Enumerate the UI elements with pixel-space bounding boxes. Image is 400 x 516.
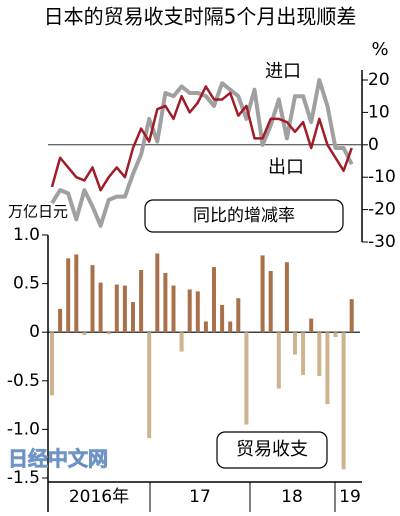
- bar: [203, 321, 208, 333]
- bar: [284, 262, 289, 333]
- bar: [220, 304, 225, 333]
- bar: [74, 254, 79, 333]
- bar: [131, 302, 135, 333]
- y-tick-label: 0: [368, 135, 379, 155]
- bar: [317, 332, 322, 376]
- bar: [50, 332, 54, 396]
- y-tick-label: 20: [368, 70, 390, 90]
- legend-label: 进口: [265, 61, 301, 82]
- y-axis-label: %: [371, 39, 388, 60]
- bar: [195, 291, 200, 333]
- annotation-box: [216, 431, 328, 469]
- y-tick-label: -0.5: [7, 371, 40, 391]
- bar: [341, 332, 346, 470]
- bar: [98, 282, 103, 333]
- annotation: 同比的增减率: [193, 206, 295, 226]
- bar: [147, 332, 152, 439]
- bar: [163, 272, 168, 333]
- bar: [349, 299, 354, 333]
- y-tick-label: -1.5: [7, 468, 40, 488]
- legend-label: 出口: [268, 157, 304, 178]
- x-tick-label: 2016年: [69, 487, 129, 507]
- bar: [276, 332, 281, 389]
- bar: [325, 332, 330, 405]
- x-tick-label: 18: [281, 487, 303, 507]
- y-tick-label: 0.5: [13, 274, 40, 294]
- bar: [179, 332, 184, 352]
- bar: [293, 332, 297, 355]
- bar: [309, 318, 314, 333]
- bar: [155, 253, 160, 333]
- bar: [106, 332, 111, 335]
- y-tick-label: -1.0: [7, 419, 40, 439]
- annotation-box: [144, 199, 344, 233]
- bar: [187, 289, 192, 333]
- x-tick-label: 17: [189, 487, 211, 507]
- chart-title: 日本的贸易收支时隔5个月出现顺差: [44, 5, 357, 29]
- y-tick-label: -30: [368, 232, 396, 252]
- bar: [236, 298, 241, 333]
- y-tick-label: 1.0: [13, 225, 40, 245]
- bar: [171, 285, 176, 333]
- y-tick-label: -20: [368, 200, 396, 220]
- bar: [90, 265, 95, 333]
- y-tick-label: 0: [29, 322, 40, 342]
- y-tick-label: 10: [368, 102, 390, 122]
- bar: [301, 332, 306, 375]
- line-series: [50, 85, 353, 192]
- bar: [268, 270, 273, 333]
- watermark: 日经中文网: [8, 447, 108, 471]
- bar: [58, 308, 63, 333]
- bar: [333, 332, 338, 338]
- bar: [244, 332, 249, 425]
- bar: [122, 285, 127, 333]
- bar: [212, 267, 216, 333]
- bar: [139, 269, 144, 333]
- bar: [114, 284, 119, 333]
- annotation: 贸易收支: [236, 439, 308, 460]
- y-tick-label: -10: [368, 167, 396, 187]
- y-axis-label: 万亿日元: [8, 203, 68, 221]
- x-tick-label: 19: [339, 487, 361, 507]
- bar: [66, 258, 71, 333]
- bar: [260, 255, 265, 333]
- bar: [82, 332, 87, 336]
- bar: [228, 321, 233, 333]
